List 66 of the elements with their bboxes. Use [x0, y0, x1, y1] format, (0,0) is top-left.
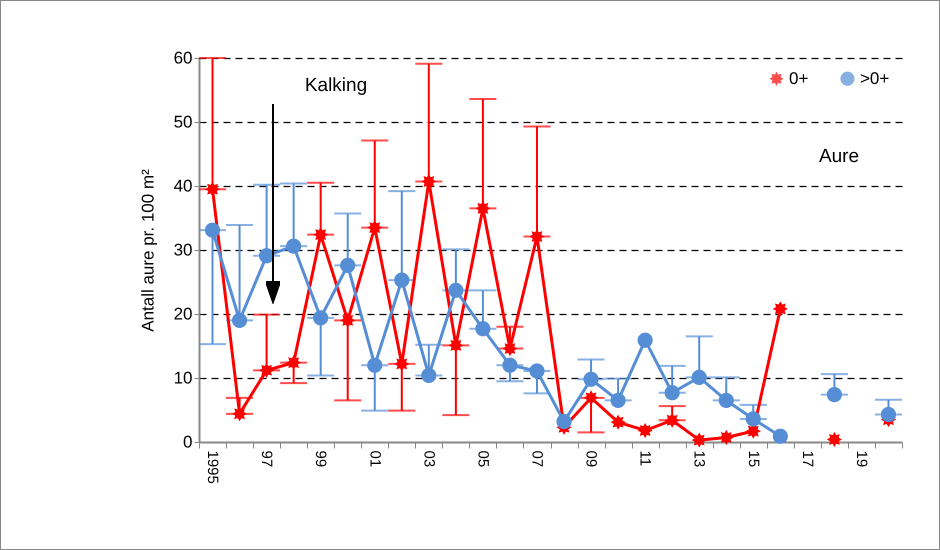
point — [204, 222, 220, 238]
point — [718, 392, 734, 408]
legend-label: 0+ — [789, 68, 808, 88]
point — [475, 321, 490, 336]
y-tick-label: 60 — [174, 48, 192, 68]
point — [204, 182, 220, 197]
point — [664, 385, 680, 400]
y-tick-label: 20 — [174, 304, 192, 324]
point — [529, 363, 545, 379]
y-tick-label: 30 — [174, 240, 192, 260]
point — [556, 414, 572, 430]
legend-label: >0+ — [860, 68, 890, 88]
x-tick-label: 17 — [798, 450, 816, 468]
point — [259, 248, 274, 264]
point — [502, 358, 518, 373]
x-tick-label: 15 — [744, 450, 762, 468]
annotation: Aure — [818, 146, 860, 167]
point — [286, 355, 302, 370]
point — [746, 424, 761, 439]
point — [610, 392, 626, 408]
x-tick-label: 03 — [420, 450, 438, 468]
point — [286, 238, 302, 254]
x-tick-label: 19 — [852, 450, 870, 468]
point — [232, 406, 248, 422]
point — [313, 227, 328, 242]
point — [340, 258, 356, 273]
point — [394, 272, 410, 288]
y-axis-title: Antall aure pr. 100 m² — [138, 168, 158, 332]
point — [583, 390, 599, 406]
point — [692, 432, 707, 448]
point — [367, 358, 382, 373]
x-tick-label: 13 — [690, 450, 708, 468]
point — [826, 432, 842, 448]
x-tick-label: 99 — [312, 450, 330, 468]
point — [313, 310, 328, 326]
x-tick-label: 05 — [474, 450, 492, 468]
point — [448, 282, 464, 298]
point — [826, 387, 842, 402]
x-tick-label: 97 — [258, 450, 276, 468]
x-tick-label: 07 — [528, 450, 546, 468]
annotation: Kalking — [304, 75, 368, 96]
point — [772, 301, 788, 316]
point — [638, 332, 653, 348]
point — [340, 312, 356, 328]
point — [259, 362, 274, 378]
point — [880, 406, 896, 422]
point — [367, 220, 382, 236]
point — [610, 414, 626, 430]
y-tick-label: 10 — [174, 368, 192, 388]
x-tick-label: 11 — [636, 450, 654, 466]
x-tick-label: 01 — [366, 450, 384, 468]
y-tick-label: 40 — [174, 176, 192, 196]
point — [664, 412, 680, 428]
point — [772, 428, 788, 444]
point — [692, 370, 707, 385]
point — [718, 430, 734, 446]
point — [583, 372, 599, 387]
point — [475, 200, 490, 216]
y-tick-label: 0 — [183, 432, 192, 452]
point — [638, 422, 653, 438]
point — [746, 411, 761, 427]
y-tick-label: 50 — [174, 112, 192, 132]
point — [421, 368, 436, 384]
x-tick-label: 1995 — [204, 450, 222, 484]
point — [232, 312, 248, 328]
x-tick-label: 09 — [582, 450, 600, 468]
